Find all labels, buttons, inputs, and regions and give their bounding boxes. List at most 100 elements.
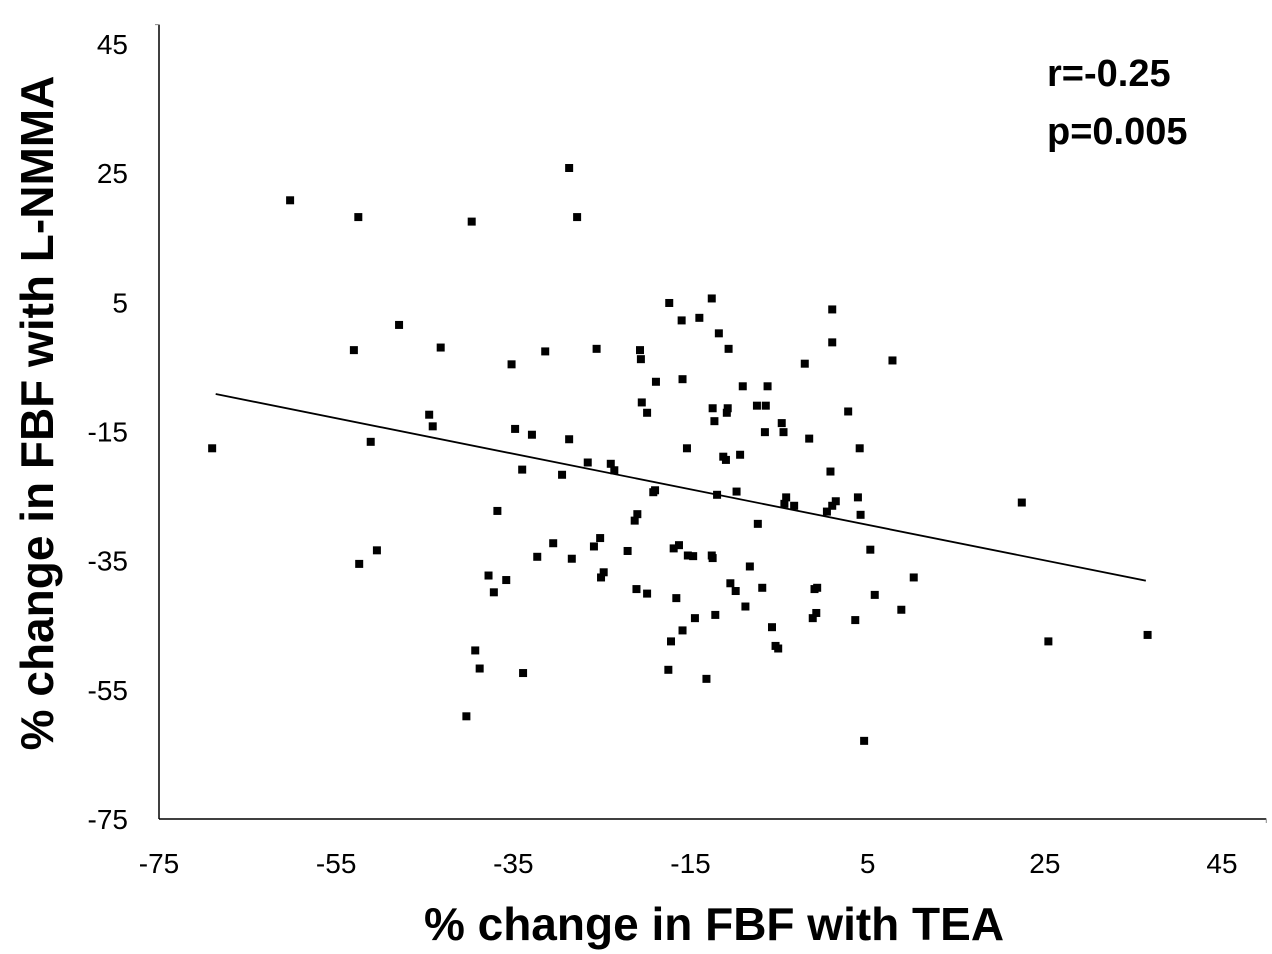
data-point <box>565 435 574 444</box>
data-point <box>853 493 862 502</box>
data-point <box>672 594 681 603</box>
data-point <box>888 356 897 365</box>
data-point <box>678 375 687 384</box>
data-point <box>395 320 404 329</box>
data-point <box>637 398 646 407</box>
data-point <box>731 587 740 596</box>
data-point <box>567 554 576 563</box>
data-point <box>711 610 720 619</box>
y-tick-label: 25 <box>97 158 128 189</box>
data-point <box>286 196 295 205</box>
data-point <box>541 347 550 356</box>
data-point <box>723 404 732 413</box>
data-point <box>664 665 673 674</box>
data-point <box>428 422 437 431</box>
data-point <box>475 664 484 673</box>
data-point <box>589 542 598 551</box>
data-point <box>549 539 558 548</box>
data-point <box>689 552 698 561</box>
y-tick-label: 5 <box>112 287 128 318</box>
data-point <box>831 497 840 506</box>
data-point <box>844 407 853 416</box>
y-tick-label: -55 <box>88 675 128 706</box>
data-point <box>511 424 520 433</box>
data-point <box>767 623 776 632</box>
x-axis-tick-labels: -75 -55 -35 -15 5 25 45 <box>139 848 1238 879</box>
data-point <box>721 455 730 464</box>
data-point <box>484 571 493 580</box>
trendline <box>215 393 1146 582</box>
data-point <box>708 404 717 413</box>
data-point <box>763 382 772 391</box>
data-point <box>667 637 676 646</box>
data-point <box>678 626 687 635</box>
y-tick-label: -15 <box>88 417 128 448</box>
data-point <box>732 487 741 496</box>
data-point <box>897 605 906 614</box>
data-point <box>790 501 799 510</box>
data-point <box>813 583 822 592</box>
data-point <box>592 344 601 353</box>
data-point <box>826 467 835 476</box>
data-point <box>665 298 674 307</box>
data-point <box>636 346 645 355</box>
data-point <box>760 428 769 437</box>
data-point <box>623 546 632 555</box>
data-point <box>636 355 645 364</box>
data-point <box>909 573 918 582</box>
data-point <box>1044 637 1053 646</box>
data-point <box>741 602 750 611</box>
data-point <box>745 562 754 571</box>
x-tick-label: 45 <box>1206 848 1237 879</box>
trendline-group <box>215 393 1146 582</box>
data-point <box>736 450 745 459</box>
data-point <box>738 382 747 391</box>
data-point <box>683 551 692 560</box>
data-point <box>856 510 865 519</box>
data-point <box>651 486 660 495</box>
y-tick-label: 45 <box>97 29 128 60</box>
data-point <box>565 164 574 172</box>
data-point <box>573 213 582 222</box>
data-point <box>726 579 735 588</box>
data-point <box>583 458 592 467</box>
data-point <box>436 343 445 352</box>
data-point <box>669 544 678 553</box>
data-point <box>354 213 363 222</box>
data-point <box>710 417 719 426</box>
data-point <box>597 573 606 582</box>
data-point <box>372 546 381 555</box>
data-point <box>467 217 476 226</box>
data-point <box>752 401 761 410</box>
data-point <box>753 519 762 528</box>
data-point <box>828 501 837 510</box>
data-point <box>518 465 527 474</box>
data-point <box>779 428 788 437</box>
y-tick-label: -75 <box>88 804 128 835</box>
data-point <box>812 608 821 617</box>
y-tick-label: -35 <box>88 546 128 577</box>
y-axis-tick-labels: -75 -55 -35 -15 5 25 45 <box>88 29 128 835</box>
data-point <box>674 541 683 550</box>
data-point <box>702 674 711 683</box>
x-axis-title: % change in FBF with TEA <box>424 898 1004 950</box>
data-point <box>1017 498 1026 507</box>
correlation-annotation: r=-0.25 <box>1047 53 1171 95</box>
data-point <box>630 516 639 525</box>
data-point <box>714 329 723 338</box>
data-point <box>633 510 642 519</box>
data-point <box>533 552 542 561</box>
data-point <box>808 614 817 623</box>
data-point <box>761 401 770 410</box>
data-point <box>493 506 502 515</box>
data-point <box>870 590 879 599</box>
data-point <box>349 346 358 355</box>
data-point <box>651 377 660 386</box>
data-point <box>599 568 608 577</box>
data-point <box>558 470 567 479</box>
x-tick-label: -15 <box>670 848 710 879</box>
data-point <box>643 408 652 417</box>
data-point <box>596 534 605 543</box>
data-point <box>695 313 704 322</box>
